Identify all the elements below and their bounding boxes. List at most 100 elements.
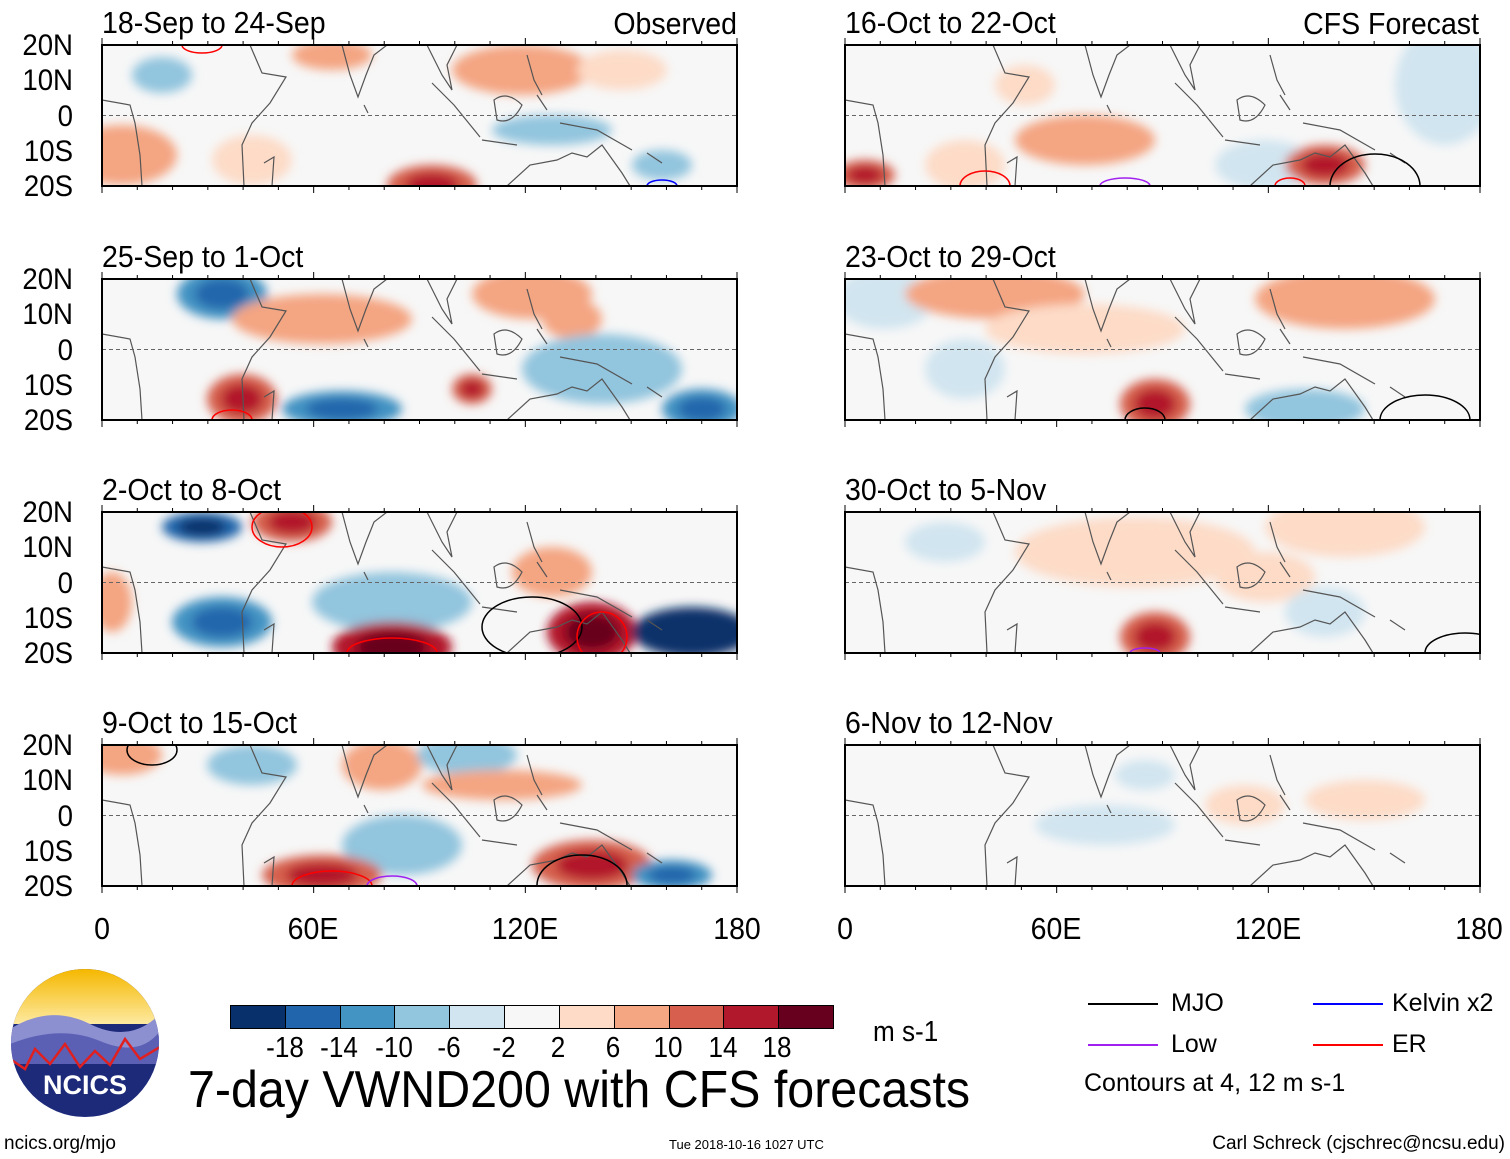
colorbar-swatch bbox=[778, 1006, 833, 1028]
ncics-logo: NCICS bbox=[11, 969, 159, 1117]
y-tick-label: 20S bbox=[23, 170, 73, 203]
legend-line-low bbox=[1088, 1044, 1158, 1046]
x-tick-label: 60E bbox=[1030, 911, 1082, 946]
x-tick-label: 180 bbox=[713, 911, 761, 946]
colorbar-label: -14 bbox=[320, 1032, 359, 1064]
map-panel bbox=[844, 505, 1481, 660]
wave-contour bbox=[1424, 632, 1480, 653]
legend-line-kelvin bbox=[1313, 1003, 1383, 1005]
panel-title: 16-Oct to 22-Oct bbox=[845, 5, 1056, 40]
colorbar bbox=[230, 1005, 834, 1029]
anomaly-core bbox=[460, 380, 484, 398]
wave-contour bbox=[481, 596, 583, 653]
wave-contour bbox=[646, 179, 678, 186]
coastline bbox=[845, 745, 1406, 886]
anomaly-region bbox=[292, 45, 372, 70]
map-panel bbox=[844, 738, 1481, 893]
anomaly-region bbox=[1265, 512, 1425, 557]
wave-contour bbox=[346, 637, 438, 653]
anomaly-core bbox=[405, 173, 459, 186]
y-tick-label: 20N bbox=[22, 263, 73, 296]
anomaly-core bbox=[656, 617, 728, 647]
y-tick-label: 10N bbox=[22, 531, 73, 565]
anomaly-core bbox=[195, 279, 249, 309]
anomaly-core bbox=[268, 512, 316, 534]
wave-contour bbox=[1329, 153, 1421, 186]
panel-title: 6-Nov to 12-Nov bbox=[845, 705, 1053, 740]
legend-line-er bbox=[1313, 1044, 1383, 1046]
colorbar-swatch bbox=[284, 1006, 340, 1028]
panel-title: 30-Oct to 5-Nov bbox=[845, 472, 1047, 507]
y-tick-label: 10S bbox=[23, 601, 73, 635]
forecast-label: CFS Forecast bbox=[1303, 6, 1479, 41]
anomaly-region bbox=[985, 304, 1185, 354]
footer-url: ncics.org/mjo bbox=[4, 1133, 116, 1154]
y-tick-label: 0 bbox=[57, 333, 73, 367]
colorbar-swatch bbox=[613, 1006, 669, 1028]
y-tick-label: 20S bbox=[23, 404, 73, 437]
contour-note: Contours at 4, 12 m s-1 bbox=[1084, 1069, 1346, 1097]
y-tick-label: 20N bbox=[22, 496, 73, 529]
anomaly-region bbox=[577, 50, 667, 90]
anomaly-core bbox=[1134, 389, 1176, 419]
colorbar-swatch bbox=[504, 1006, 559, 1028]
legend-line-mjo bbox=[1088, 1003, 1158, 1005]
y-tick-label: 10N bbox=[22, 64, 73, 98]
y-tick-label: 0 bbox=[57, 799, 73, 833]
map-panel bbox=[101, 505, 738, 660]
x-tick-label: 0 bbox=[94, 911, 110, 946]
y-tick-label: 0 bbox=[57, 566, 73, 600]
coastline bbox=[845, 512, 1406, 653]
anomaly-region bbox=[1255, 279, 1435, 329]
map-panel bbox=[101, 38, 738, 193]
colorbar-label: 6 bbox=[605, 1032, 621, 1064]
anomaly-region bbox=[342, 815, 462, 875]
legend-label-er: ER bbox=[1392, 1030, 1427, 1058]
coastline bbox=[102, 45, 663, 186]
anomaly-core bbox=[648, 866, 696, 884]
anomaly-core bbox=[356, 632, 428, 653]
anomaly-core bbox=[678, 397, 726, 420]
legend-label-kelvin: Kelvin x2 bbox=[1392, 989, 1494, 1017]
anomaly-region bbox=[632, 150, 692, 180]
anomaly-region bbox=[522, 334, 682, 404]
anomaly-region bbox=[1395, 45, 1480, 145]
anomaly-region bbox=[422, 770, 582, 800]
wave-contour bbox=[291, 870, 373, 886]
wave-contour bbox=[1129, 647, 1161, 653]
wave-contour bbox=[959, 170, 1011, 186]
coastline bbox=[102, 512, 663, 653]
colorbar-swatch bbox=[394, 1006, 450, 1028]
coastline bbox=[102, 279, 663, 420]
colorbar-swatch bbox=[668, 1006, 724, 1028]
y-tick-label: 20S bbox=[23, 637, 73, 670]
colorbar-label: 18 bbox=[762, 1032, 792, 1064]
x-tick-label: 120E bbox=[1234, 911, 1302, 946]
wave-contour bbox=[211, 409, 253, 420]
x-tick-label: 60E bbox=[287, 911, 339, 946]
map-panel bbox=[101, 738, 738, 893]
footer-author: Carl Schreck (cjschrec@ncsu.edu) bbox=[1212, 1133, 1505, 1154]
anomaly-region bbox=[342, 745, 422, 790]
wave-contour bbox=[576, 611, 628, 653]
y-tick-label: 20N bbox=[22, 29, 73, 62]
anomaly-region bbox=[1115, 760, 1175, 790]
y-tick-label: 10N bbox=[22, 764, 73, 798]
wave-contour bbox=[1379, 394, 1471, 420]
anomaly-region bbox=[492, 115, 612, 145]
anomaly-region bbox=[312, 572, 472, 632]
anomaly-core bbox=[556, 850, 628, 880]
map-panel bbox=[844, 38, 1481, 193]
anomaly-core bbox=[192, 607, 252, 637]
anomaly-core bbox=[286, 863, 358, 886]
anomaly-region bbox=[212, 135, 292, 185]
anomaly-core bbox=[847, 166, 883, 184]
anomaly-region bbox=[542, 299, 602, 339]
anomaly-core bbox=[221, 384, 263, 414]
anomaly-core bbox=[178, 518, 226, 536]
wave-contour bbox=[181, 45, 223, 54]
colorbar-label: 14 bbox=[708, 1032, 738, 1064]
units-label: m s-1 bbox=[873, 1016, 939, 1048]
coastline bbox=[845, 45, 1406, 186]
